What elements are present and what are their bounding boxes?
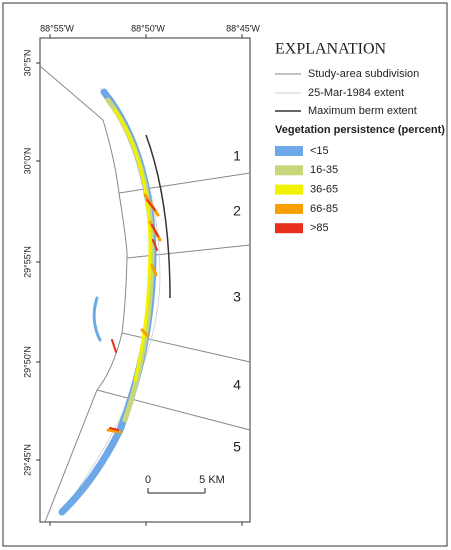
legend-swatch <box>275 146 303 156</box>
legend-swatch <box>275 203 303 214</box>
lat-label: 30°5'N <box>22 50 32 77</box>
legend-label: <15 <box>310 145 329 157</box>
zone-label: 5 <box>233 439 241 455</box>
legend-classes: <15 16-35 36-65 66-85 >85 <box>275 145 338 234</box>
legend-label: 66-85 <box>310 203 338 215</box>
lat-label: 29°50'N <box>22 346 32 378</box>
legend-label: Maximum berm extent <box>308 105 417 117</box>
maximum-berm <box>145 134 171 299</box>
lat-label: 29°55'N <box>22 246 32 278</box>
legend-subtitle: Vegetation persistence (percent) <box>275 124 445 136</box>
lon-label: 88°50'W <box>131 23 165 33</box>
lat-label: 29°45'N <box>22 444 32 476</box>
study-area-subdivision <box>39 65 251 523</box>
outer-border <box>2 2 448 547</box>
legend-label: 25-Mar-1984 extent <box>308 87 404 99</box>
scale-label: 5 KM <box>199 474 225 486</box>
scale-bar <box>147 488 206 494</box>
legend-swatch <box>275 184 303 195</box>
zone-label: 3 <box>233 289 241 305</box>
lon-label: 88°55'W <box>40 23 74 33</box>
zone-label: 4 <box>233 377 241 393</box>
legend-label: 16-35 <box>310 164 338 176</box>
lon-label: 88°45'W <box>226 23 260 33</box>
legend-swatch <box>275 165 303 176</box>
graticule-ticks <box>36 34 243 526</box>
lat-label: 30°0'N <box>22 148 32 175</box>
zone-label: 1 <box>233 148 241 164</box>
legend-label: >85 <box>310 222 329 234</box>
map-frame <box>39 37 251 523</box>
scale-label: 0 <box>145 474 151 486</box>
legend-label: Study-area subdivision <box>308 68 419 80</box>
legend-swatch <box>275 223 303 234</box>
legend-label: 36-65 <box>310 184 338 196</box>
zone-label: 2 <box>233 203 241 219</box>
vegetation <box>58 88 162 516</box>
legend-title: EXPLANATION <box>275 41 387 58</box>
